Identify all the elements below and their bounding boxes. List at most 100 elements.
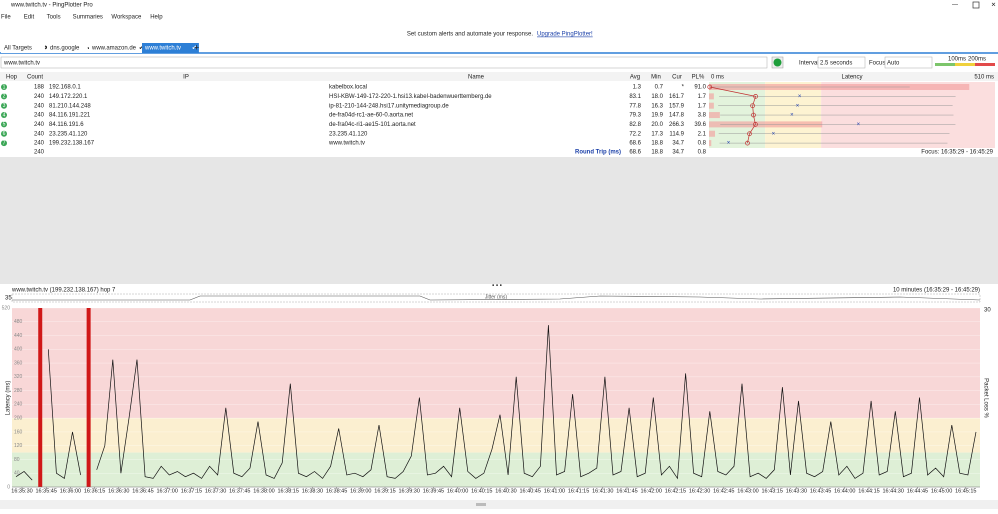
banner-text: Set custom alerts and automate your resp… [407, 32, 533, 38]
scroll-thumb[interactable] [476, 503, 486, 506]
column-header[interactable]: Min [651, 75, 661, 81]
menu-item[interactable]: Edit [24, 15, 35, 21]
avg-dot [747, 131, 752, 137]
hop-number: 6 [3, 131, 6, 137]
minimize[interactable]: — [952, 3, 958, 9]
x-tick-label: 16:40:45 [519, 488, 540, 494]
hop-icon [1, 130, 7, 137]
cur-mark: × [727, 141, 731, 147]
column-header[interactable]: Name [468, 75, 485, 81]
hop-number: 4 [3, 112, 6, 118]
timeline-graph: www.twitch.tv (199.232.138.167) hop 7 10 … [2, 288, 992, 495]
zone-yellow [12, 418, 980, 453]
table-header [0, 72, 998, 81]
y-tick-label: 480 [14, 319, 23, 325]
x-tick-label: 16:40:30 [495, 488, 516, 494]
column-header[interactable]: Count [27, 75, 43, 81]
x-tick-label: 16:42:30 [689, 488, 710, 494]
avg-link [749, 124, 756, 134]
tab[interactable] [142, 43, 199, 53]
x-tick-label: 16:40:00 [447, 488, 468, 494]
table-cell: 0.8 [698, 141, 707, 147]
tab-icon[interactable]: ✔ [139, 46, 144, 52]
column-header[interactable]: Avg [630, 75, 640, 81]
tab-label[interactable]: www.amazon.de [91, 46, 137, 52]
column-header[interactable]: IP [183, 75, 189, 81]
table-cell: * [682, 85, 685, 91]
cur-mark: × [796, 103, 800, 109]
x-tick-label: 16:37:45 [229, 488, 250, 494]
table-cell: 240 [34, 103, 45, 109]
add-tab[interactable]: + [194, 42, 199, 52]
table-cell: ip-81-210-144-248.hsi17.unitymediagroup.… [329, 103, 449, 109]
avg-link [709, 86, 756, 97]
x-tick-label: 16:43:30 [786, 488, 807, 494]
x-tick-label: 16:44:45 [907, 488, 928, 494]
menu-item[interactable]: Workspace [111, 15, 142, 21]
focus-select[interactable] [884, 56, 933, 69]
menu-item[interactable]: Summaries [73, 15, 103, 21]
y-tick-label: 280 [14, 388, 23, 394]
table-cell: 68.6 [629, 141, 641, 147]
menu-item[interactable]: Tools [47, 15, 61, 21]
loss-bar [709, 102, 714, 109]
table-cell: 34.7 [672, 141, 684, 147]
splitter[interactable]: • • • [492, 284, 502, 290]
table-cell: 39.6 [694, 122, 706, 128]
table-cell: 240 [34, 141, 45, 147]
table-cell: 84.116.191.6 [49, 122, 84, 128]
empty-area [0, 157, 998, 284]
cur-mark: × [857, 122, 861, 128]
table-cell: HSI-KBW-149-172-220-1.hsi13.kabel-badenw… [329, 94, 492, 100]
y-tick-label: 200 [14, 415, 23, 421]
y-tick-label: 40 [14, 471, 20, 477]
table-cell: 240 [34, 131, 45, 137]
table-cell: 18.8 [651, 141, 663, 147]
table-cell: 1.3 [633, 85, 642, 91]
focus-value: Auto [887, 61, 900, 67]
avg-link [752, 96, 756, 106]
maximize[interactable] [972, 1, 980, 9]
x-tick-label: 16:39:30 [398, 488, 419, 494]
scrollbar[interactable] [0, 500, 998, 509]
target-input[interactable] [0, 56, 768, 69]
tab-icon[interactable]: ✔ [192, 46, 197, 52]
legend-green [935, 63, 955, 66]
table-cell: 72.2 [629, 131, 641, 137]
x-tick-label: 16:40:15 [471, 488, 492, 494]
menu-item[interactable]: Help [150, 15, 163, 21]
tab-label[interactable]: dns.google [50, 46, 80, 52]
tab[interactable] [89, 43, 146, 53]
x-tick-label: 16:42:45 [713, 488, 734, 494]
tab[interactable] [47, 43, 94, 53]
table-cell: 19.9 [651, 113, 663, 119]
column-header[interactable]: PL% [692, 75, 705, 81]
column-header[interactable]: Latency [841, 75, 862, 81]
tab-label[interactable]: All Targets [4, 46, 32, 52]
tab-label[interactable]: www.twitch.tv [144, 46, 181, 52]
y-tick-label: 120 [14, 443, 23, 449]
table-cell: 16.3 [651, 103, 663, 109]
table-cell: 1.7 [698, 103, 707, 109]
column-header[interactable]: Hop [6, 75, 18, 81]
y-tick-label: 160 [14, 429, 23, 435]
menu-item[interactable]: File [1, 15, 11, 21]
interval-select[interactable] [817, 56, 866, 69]
table-cell: 79.3 [629, 113, 641, 119]
table-cell: 114.9 [669, 131, 684, 137]
x-tick-label: 16:39:15 [374, 488, 395, 494]
upgrade-link[interactable]: Upgrade PingPlotter! [537, 32, 593, 38]
close[interactable]: ✕ [991, 3, 996, 9]
hop-icon [1, 140, 7, 147]
tab-icon[interactable]: ✖ [44, 45, 49, 52]
table-cell: de-fra04c-ri1-ae15-101.aorta.net [329, 122, 416, 128]
tab[interactable] [1, 43, 52, 53]
table-cell: 240 [34, 94, 45, 100]
tab-bar: All Targets✖dns.google✔www.amazon.de✔www… [1, 42, 199, 53]
y-tick-label: 400 [14, 347, 23, 353]
table-cell: 82.8 [629, 122, 641, 128]
column-header[interactable]: Cur [672, 75, 682, 81]
x-tick-label: 16:41:00 [544, 488, 565, 494]
